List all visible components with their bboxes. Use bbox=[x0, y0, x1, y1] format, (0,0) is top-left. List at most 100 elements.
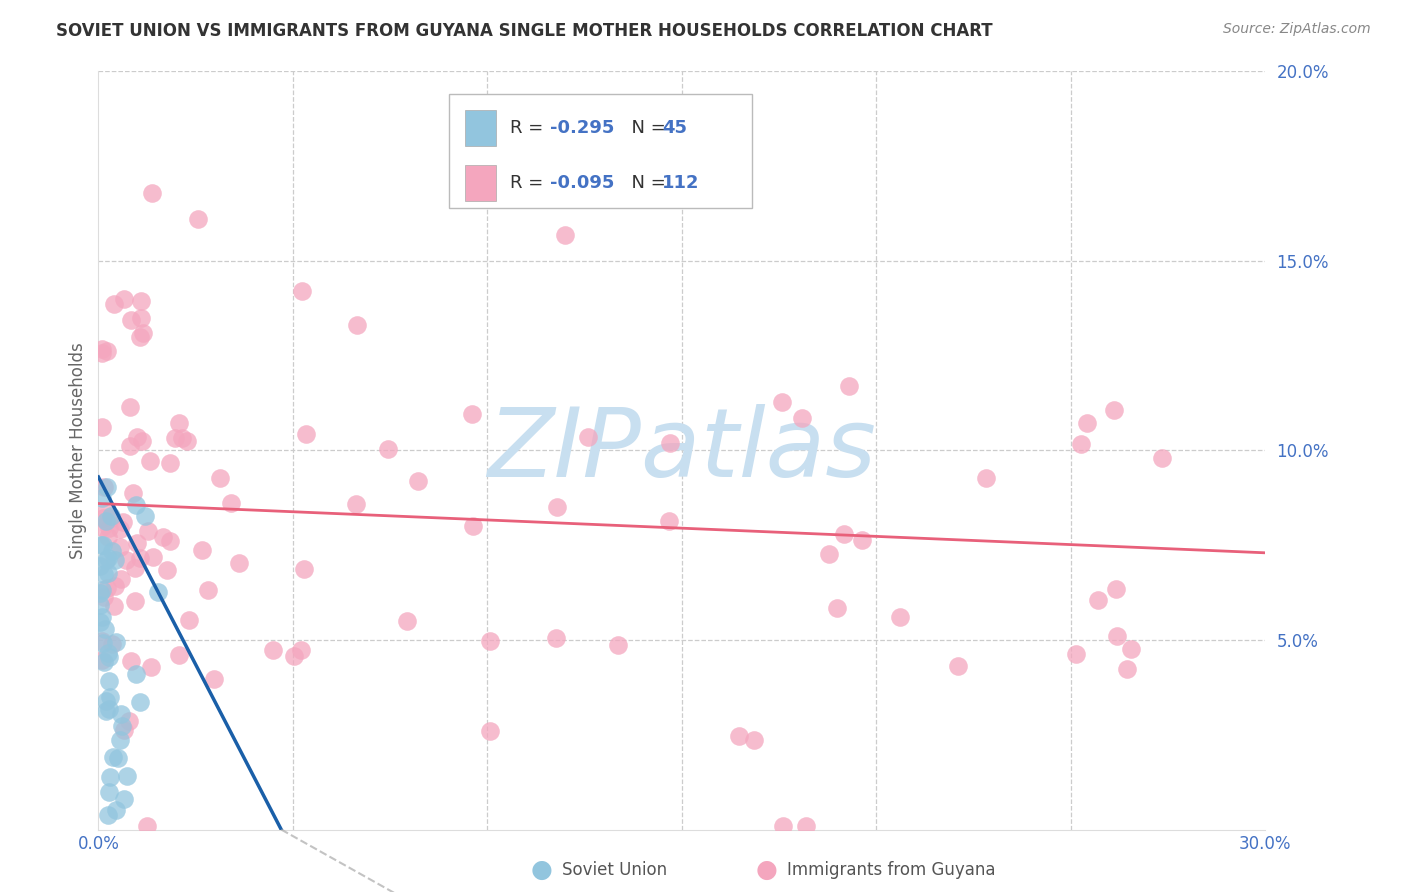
Text: Immigrants from Guyana: Immigrants from Guyana bbox=[787, 861, 995, 879]
Point bbox=[91, 653, 114, 667]
Point bbox=[93, 655, 115, 669]
Point bbox=[838, 379, 860, 393]
Point bbox=[658, 514, 681, 528]
Point bbox=[165, 431, 187, 445]
Point bbox=[478, 724, 501, 739]
Point bbox=[228, 556, 250, 570]
Point bbox=[576, 430, 599, 444]
Point bbox=[125, 666, 148, 681]
Point bbox=[94, 504, 117, 518]
Point bbox=[107, 751, 129, 765]
Point bbox=[546, 500, 568, 515]
Point bbox=[554, 227, 576, 242]
Point bbox=[167, 648, 190, 662]
Point bbox=[89, 615, 111, 629]
Point bbox=[187, 212, 209, 227]
Point bbox=[146, 584, 169, 599]
Point bbox=[97, 550, 120, 565]
Text: ZIPatlas: ZIPatlas bbox=[488, 404, 876, 497]
Point bbox=[290, 642, 312, 657]
Point bbox=[125, 498, 148, 512]
Point bbox=[167, 416, 190, 430]
Text: -0.295: -0.295 bbox=[550, 120, 614, 137]
Point bbox=[91, 511, 114, 525]
Point bbox=[110, 540, 132, 554]
Point bbox=[91, 346, 114, 360]
Point bbox=[93, 479, 115, 493]
Point bbox=[124, 593, 146, 607]
Point bbox=[396, 614, 419, 628]
Point bbox=[110, 572, 132, 586]
Point bbox=[108, 732, 131, 747]
Point bbox=[132, 326, 155, 340]
Point bbox=[1076, 416, 1098, 430]
Point bbox=[283, 648, 305, 663]
Point bbox=[295, 427, 318, 442]
Point bbox=[105, 803, 128, 817]
Point bbox=[889, 610, 911, 624]
Point bbox=[1119, 641, 1142, 656]
Point bbox=[1066, 648, 1088, 662]
Point bbox=[136, 524, 159, 538]
Point bbox=[219, 496, 242, 510]
Point bbox=[344, 497, 367, 511]
Point bbox=[97, 785, 120, 799]
Point bbox=[90, 538, 112, 552]
Point bbox=[139, 454, 162, 468]
Point bbox=[131, 310, 153, 325]
Point bbox=[122, 486, 145, 500]
Point bbox=[103, 599, 125, 613]
Point bbox=[728, 729, 751, 743]
Point bbox=[94, 704, 117, 718]
Point bbox=[170, 431, 193, 445]
Point bbox=[100, 690, 122, 705]
Point bbox=[97, 530, 120, 544]
Point bbox=[96, 480, 118, 494]
Point bbox=[112, 723, 135, 737]
Point bbox=[658, 435, 681, 450]
Point bbox=[772, 819, 794, 833]
Point bbox=[89, 586, 111, 600]
Point bbox=[1150, 450, 1173, 465]
Point bbox=[825, 601, 848, 615]
Point bbox=[107, 459, 129, 474]
Point bbox=[89, 559, 111, 574]
Point bbox=[100, 509, 122, 524]
Y-axis label: Single Mother Households: Single Mother Households bbox=[69, 343, 87, 558]
Point bbox=[176, 434, 198, 449]
Point bbox=[1102, 403, 1125, 417]
Text: SOVIET UNION VS IMMIGRANTS FROM GUYANA SINGLE MOTHER HOUSEHOLDS CORRELATION CHAR: SOVIET UNION VS IMMIGRANTS FROM GUYANA S… bbox=[56, 22, 993, 40]
Point bbox=[346, 318, 368, 332]
Point bbox=[128, 329, 150, 343]
Point bbox=[108, 522, 131, 536]
Point bbox=[97, 701, 120, 715]
Point bbox=[794, 819, 817, 833]
Point bbox=[89, 598, 111, 612]
Point bbox=[479, 634, 502, 648]
Point bbox=[91, 583, 114, 598]
Point bbox=[461, 519, 484, 533]
Point bbox=[190, 542, 212, 557]
Point bbox=[159, 456, 181, 470]
Text: N =: N = bbox=[620, 174, 672, 192]
Point bbox=[101, 637, 124, 651]
Point bbox=[202, 672, 225, 686]
Point bbox=[93, 538, 115, 552]
Point bbox=[110, 707, 132, 722]
Point bbox=[141, 186, 163, 200]
Text: 112: 112 bbox=[662, 174, 700, 192]
Point bbox=[112, 292, 135, 306]
Text: Source: ZipAtlas.com: Source: ZipAtlas.com bbox=[1223, 22, 1371, 37]
Point bbox=[742, 732, 765, 747]
Text: R =: R = bbox=[510, 174, 550, 192]
Text: Soviet Union: Soviet Union bbox=[562, 861, 668, 879]
Point bbox=[946, 658, 969, 673]
Point bbox=[1087, 593, 1109, 607]
Point bbox=[120, 313, 142, 327]
Point bbox=[290, 284, 312, 298]
Point bbox=[91, 520, 114, 534]
Point bbox=[103, 296, 125, 310]
Point bbox=[115, 769, 138, 783]
Point bbox=[129, 293, 152, 308]
Point bbox=[98, 650, 121, 665]
